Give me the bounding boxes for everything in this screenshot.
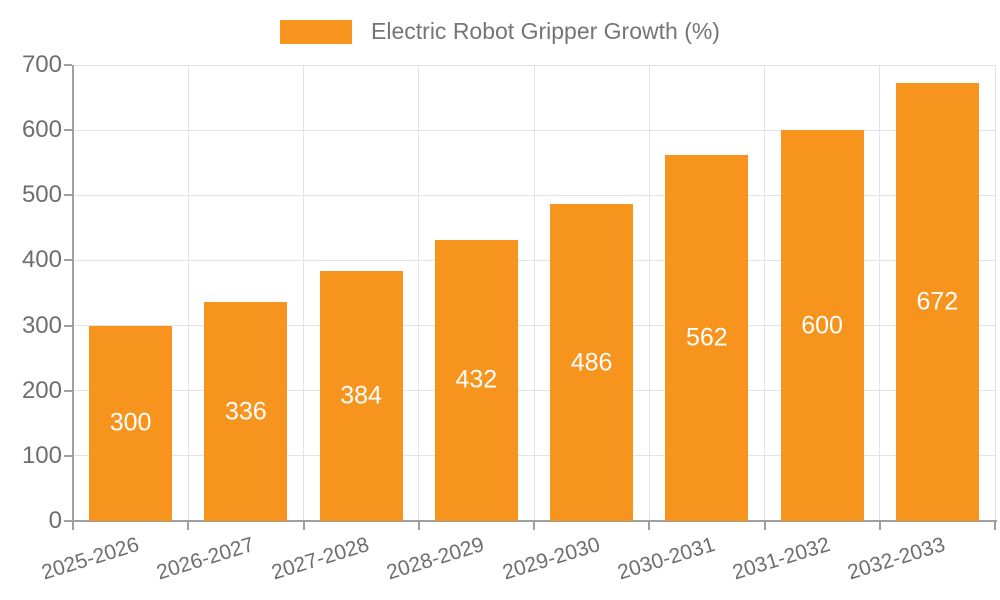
y-tick-mark (64, 259, 72, 262)
y-axis-tick-label: 400 (21, 246, 62, 274)
gridline-vertical (533, 65, 535, 521)
y-axis-tick-label: 600 (21, 116, 62, 144)
bar-value-label: 600 (801, 311, 843, 340)
legend-item[interactable]: Electric Robot Gripper Growth (%) (280, 18, 720, 45)
bar-value-label: 336 (225, 397, 267, 426)
x-tick-mark (417, 522, 420, 530)
y-axis-tick-label: 100 (21, 441, 62, 469)
bar-value-label: 300 (109, 408, 152, 437)
y-axis-tick-label: 200 (21, 376, 62, 404)
y-axis-line (72, 65, 74, 523)
gridline-vertical (648, 65, 650, 521)
gridline-vertical (187, 65, 189, 521)
y-tick-mark (64, 324, 72, 327)
bar[interactable]: 336 (204, 302, 288, 521)
y-axis-tick-label: 300 (21, 311, 62, 339)
gridline-vertical (764, 65, 765, 521)
y-tick-mark (64, 389, 72, 392)
bar[interactable]: 384 (319, 270, 403, 521)
y-tick-mark (64, 64, 72, 66)
x-tick-mark (533, 522, 535, 530)
bar[interactable]: 300 (89, 325, 173, 521)
bar[interactable]: 600 (780, 130, 864, 521)
y-axis-tick-label: 500 (21, 181, 62, 209)
bar[interactable]: 486 (550, 204, 634, 521)
bar-value-label: 486 (570, 348, 613, 377)
x-tick-mark (302, 522, 305, 530)
legend-label: Electric Robot Gripper Growth (%) (371, 18, 720, 44)
x-axis-line (72, 520, 997, 522)
x-tick-mark (878, 522, 881, 530)
bar-value-label: 432 (455, 365, 498, 394)
y-axis-tick-label: 0 (48, 507, 62, 534)
gridline-vertical (994, 65, 996, 521)
bar[interactable]: 672 (895, 83, 979, 521)
legend-swatch (280, 19, 353, 44)
bar[interactable]: 432 (434, 239, 518, 521)
gridline-vertical (418, 65, 420, 521)
plot-area: 300 336 384 432 486 562 600 672 (64, 64, 997, 530)
bar-value-label: 672 (916, 287, 959, 316)
y-tick-mark (64, 520, 72, 522)
x-tick-mark (187, 522, 190, 530)
x-tick-mark (648, 522, 651, 530)
gridline-vertical (303, 65, 304, 521)
y-tick-mark (64, 454, 72, 457)
bar[interactable]: 562 (665, 154, 749, 521)
y-tick-mark (64, 129, 72, 132)
x-tick-mark (994, 522, 996, 530)
bar-value-label: 562 (686, 323, 728, 352)
y-axis-tick-label: 700 (21, 51, 62, 78)
x-tick-mark (763, 522, 766, 530)
bar-value-label: 384 (340, 381, 382, 410)
gridline-vertical (879, 65, 881, 521)
x-tick-mark (72, 522, 74, 530)
y-tick-mark (64, 194, 72, 197)
